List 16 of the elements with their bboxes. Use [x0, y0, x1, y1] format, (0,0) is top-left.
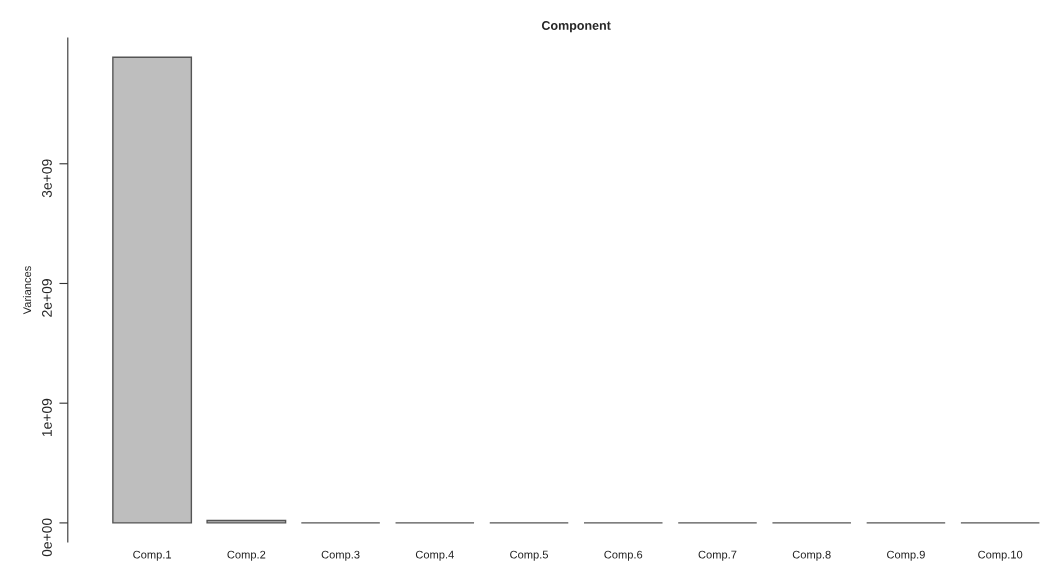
x-tick-label: Comp.6	[604, 550, 643, 561]
y-tick-label: 0e+00	[42, 518, 52, 557]
x-tick-label: Comp.8	[792, 550, 831, 561]
chart-title: Component	[541, 21, 611, 33]
y-tick-label: 2e+09	[42, 279, 52, 317]
x-tick-label: Comp.9	[887, 550, 925, 561]
x-tick-label: Comp.7	[698, 550, 737, 561]
x-tick-label: Comp.2	[227, 550, 266, 561]
x-tick-label: Comp.3	[321, 550, 360, 561]
x-tick-label: Comp.10	[978, 550, 1023, 561]
y-tick-label: 1e+09	[42, 398, 52, 437]
y-tick-label: 3e+09	[42, 159, 52, 198]
x-tick-label: Comp.1	[133, 550, 172, 561]
x-tick-label: Comp.5	[510, 550, 549, 561]
x-tick-label: Comp.4	[415, 550, 454, 561]
y-axis-title: Variances	[22, 266, 32, 315]
